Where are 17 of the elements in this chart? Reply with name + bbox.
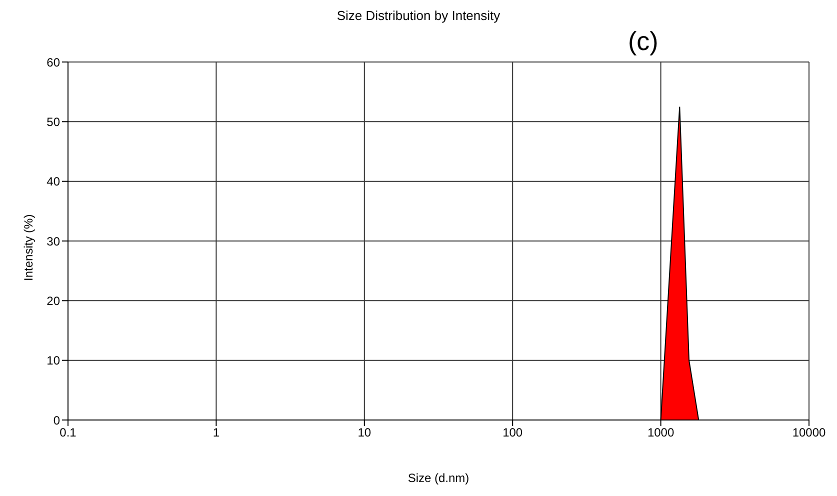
y-tick-label: 10 — [46, 354, 60, 368]
x-tick-label: 10 — [358, 426, 372, 440]
chart-title: Size Distribution by Intensity — [336, 8, 500, 23]
y-tick-label: 60 — [46, 55, 60, 70]
y-tick-label: 30 — [46, 234, 60, 248]
y-tick-label: 20 — [46, 294, 60, 308]
y-tick-label: 0 — [53, 413, 60, 428]
x-tick-label: 100 — [502, 426, 523, 440]
x-tick-label: 1000 — [647, 426, 674, 440]
y-axis-title: Intensity (%) — [21, 214, 36, 281]
x-tick-label: 10000 — [792, 426, 826, 440]
x-axis-title: Size (d.nm) — [408, 471, 470, 485]
y-tick-label: 40 — [46, 174, 60, 189]
y-tick-label: 50 — [46, 114, 60, 129]
text: (c) — [628, 26, 658, 57]
x-tick-label: 1 — [212, 426, 220, 440]
x-tick-label: 0.1 — [60, 426, 77, 440]
